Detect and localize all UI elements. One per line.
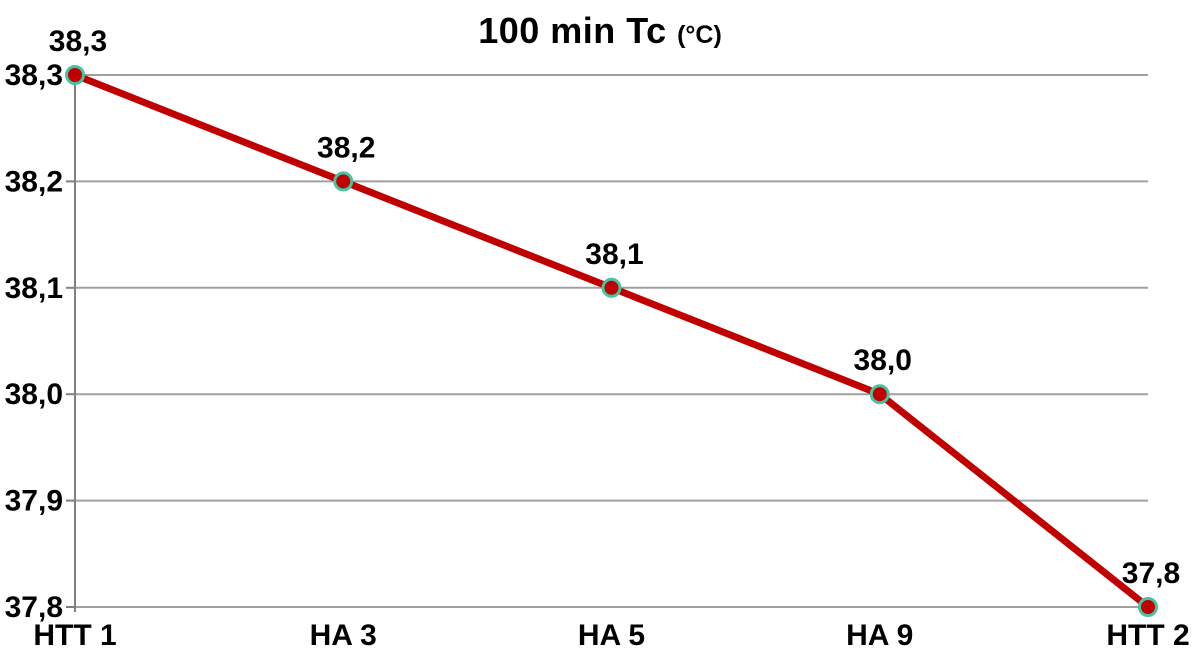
x-category-label: HA 9: [846, 619, 913, 652]
data-point-label: 38,1: [585, 238, 643, 271]
data-point-marker: [65, 65, 85, 85]
y-tick-label: 38,3: [5, 59, 63, 92]
data-point-marker: [333, 171, 354, 192]
x-category-label: HTT 2: [1106, 619, 1189, 652]
data-point-label: 37,8: [1122, 557, 1180, 590]
data-point-marker: [869, 384, 890, 405]
chart-title-unit: (°C): [677, 21, 722, 49]
x-category-label: HA 3: [310, 619, 377, 652]
x-category-label: HTT 1: [33, 619, 116, 652]
y-tick-label: 37,8: [5, 591, 63, 624]
y-tick-label: 38,2: [5, 165, 63, 198]
y-tick-label: 38,1: [5, 272, 63, 305]
data-point-marker: [1138, 597, 1158, 617]
data-point-label: 38,2: [317, 131, 375, 164]
x-category-label: HA 5: [578, 619, 645, 652]
y-tick-label: 37,9: [5, 485, 63, 518]
data-point-marker: [601, 277, 622, 298]
chart-title: 100 min Tc (°C): [0, 10, 1200, 52]
data-point-label: 38,0: [854, 344, 912, 377]
data-point-label: 38,3: [49, 25, 107, 58]
y-tick-label: 38,0: [5, 378, 63, 411]
series-line: [71, 71, 1152, 611]
chart-title-text: 100 min Tc: [478, 10, 667, 51]
